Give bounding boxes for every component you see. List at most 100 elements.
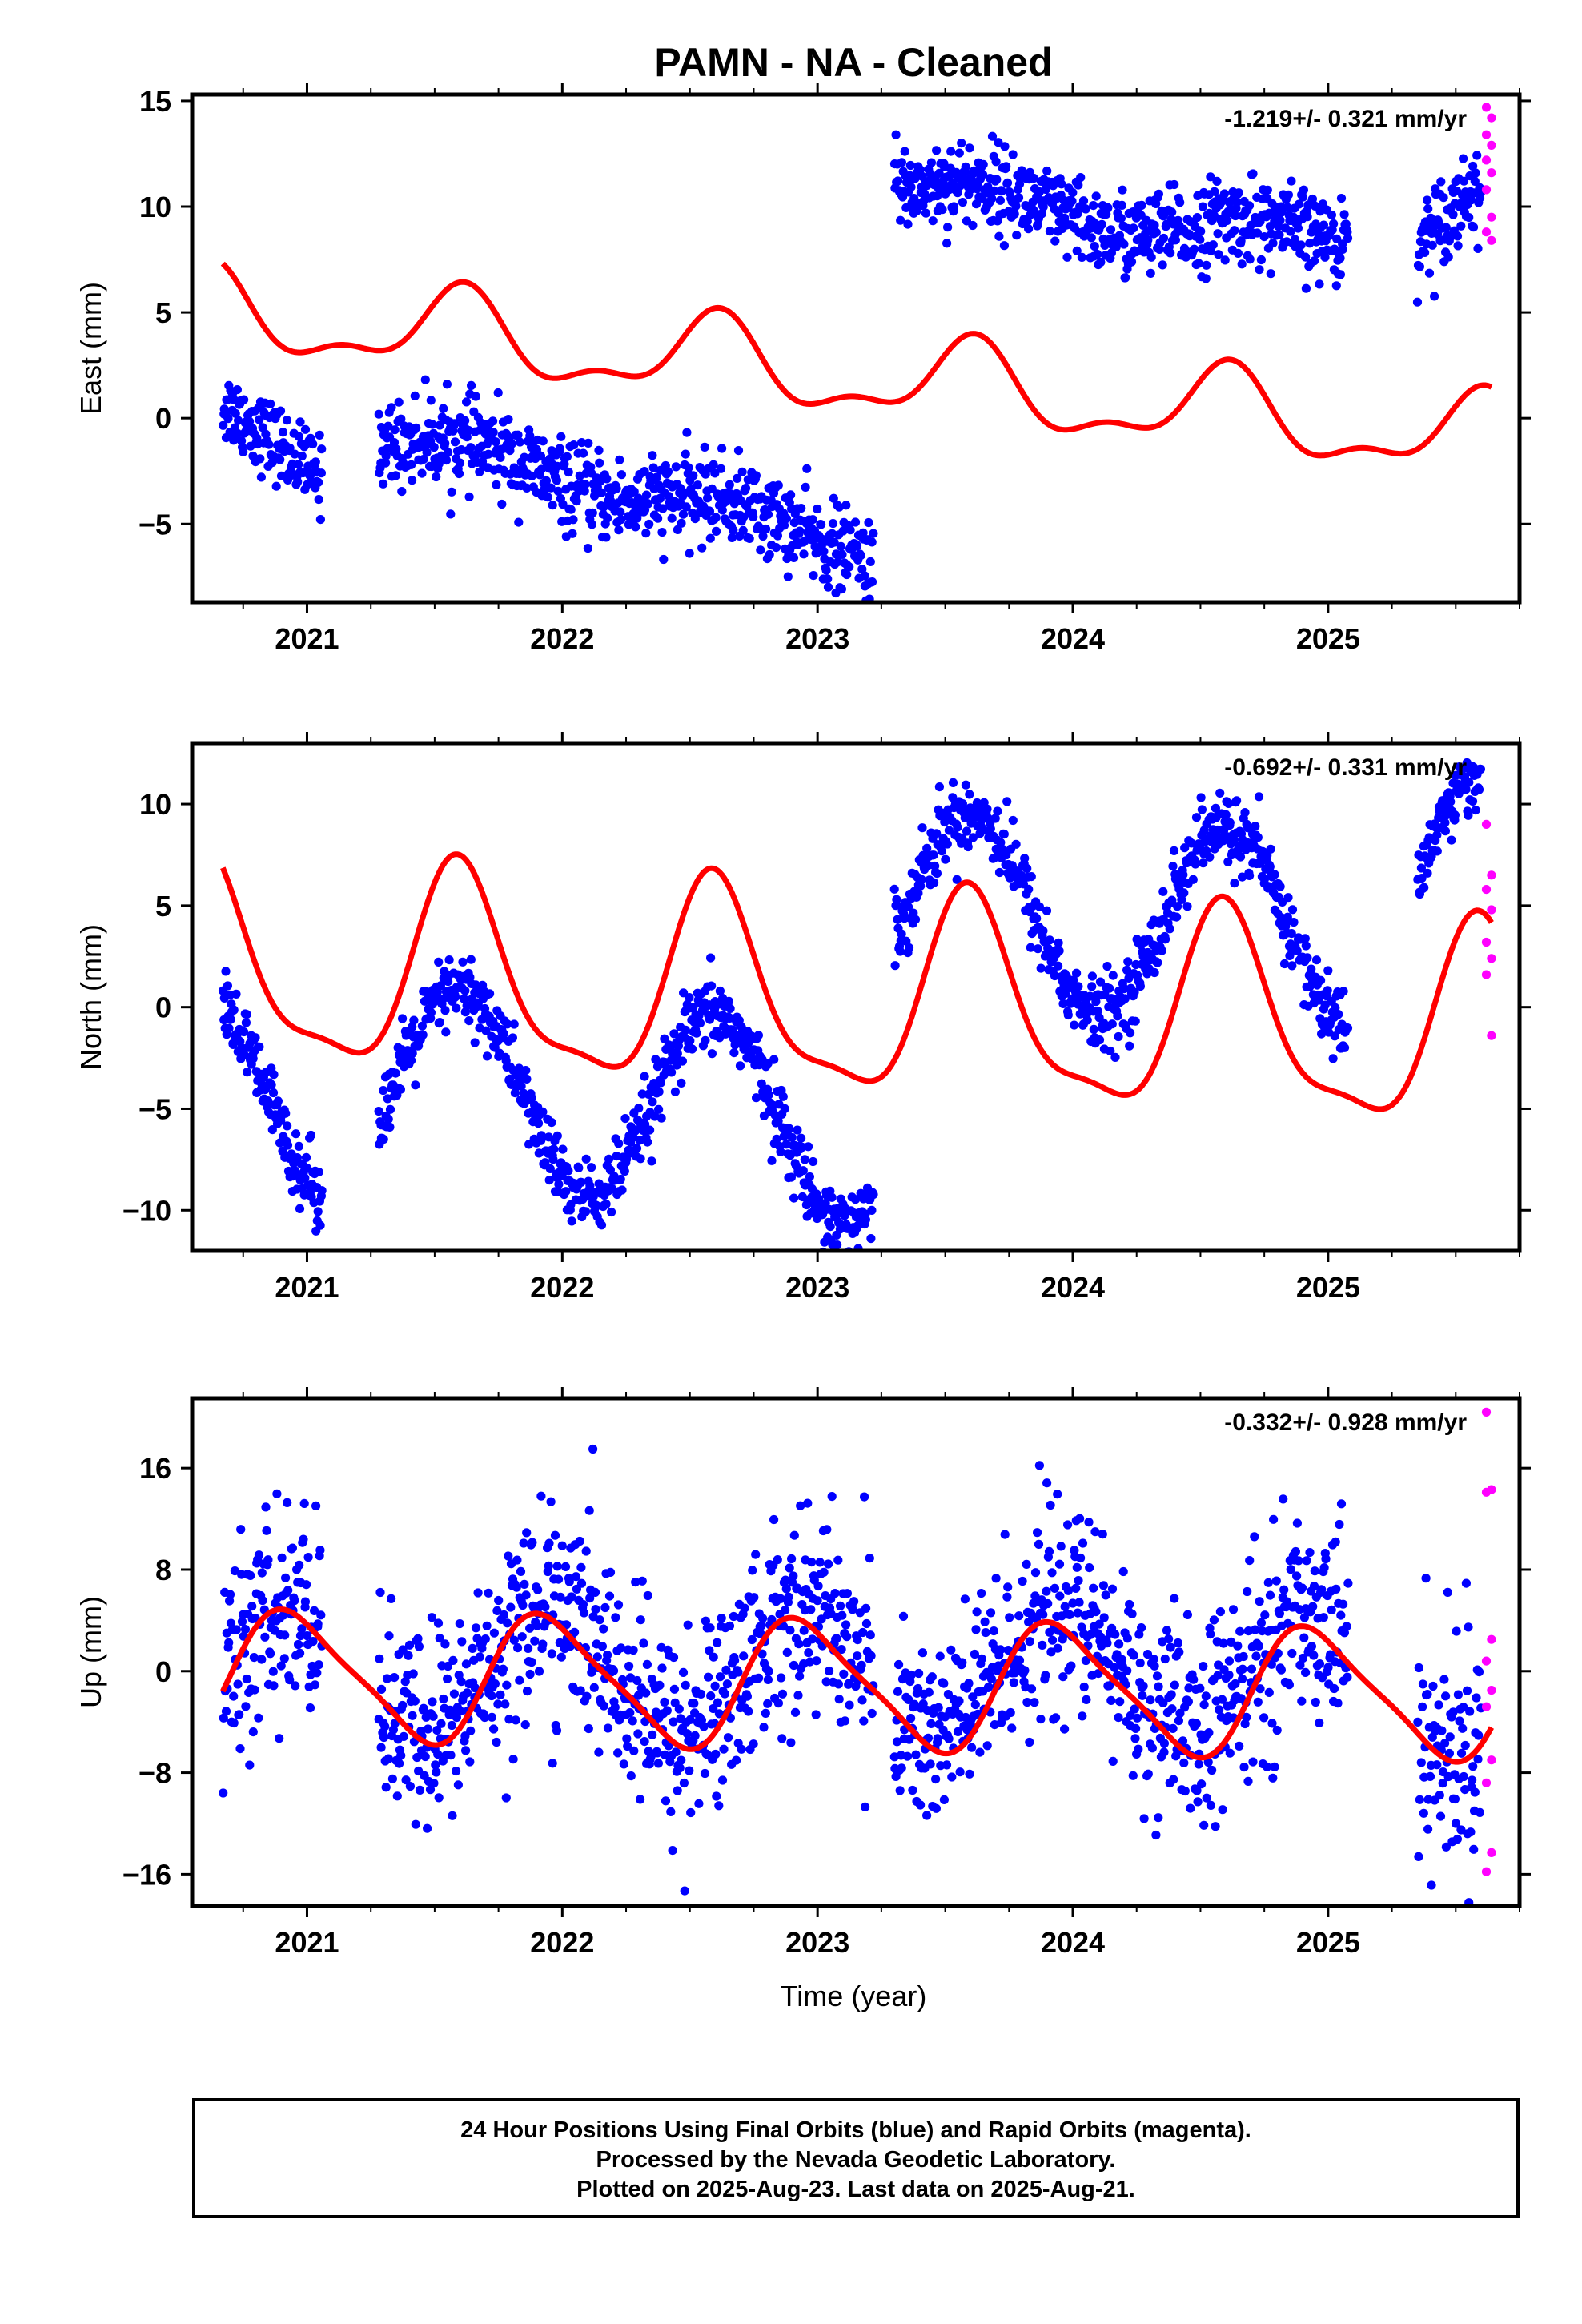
east-final-point bbox=[968, 220, 978, 231]
up-final-point bbox=[1204, 1728, 1214, 1738]
up-final-point bbox=[1473, 1755, 1483, 1764]
up-final-point bbox=[813, 1596, 822, 1606]
north-final-point bbox=[592, 1200, 601, 1210]
east-rapid-point bbox=[1487, 212, 1496, 222]
east-final-point bbox=[1423, 195, 1432, 205]
up-final-point bbox=[737, 1744, 746, 1754]
east-final-point bbox=[1294, 199, 1303, 209]
east-final-point bbox=[1072, 246, 1082, 255]
east-final-point bbox=[1266, 269, 1275, 279]
up-final-point bbox=[221, 1707, 231, 1716]
up-final-point bbox=[508, 1755, 518, 1764]
up-final-point bbox=[1030, 1698, 1039, 1707]
up-final-point bbox=[1242, 1712, 1251, 1722]
up-final-point bbox=[1474, 1731, 1484, 1740]
north-final-point bbox=[1311, 955, 1322, 965]
north-final-point bbox=[1223, 798, 1234, 809]
east-final-point bbox=[440, 439, 450, 448]
north-final-point bbox=[1153, 958, 1162, 967]
east-final-point bbox=[648, 463, 658, 472]
east-final-point bbox=[681, 502, 691, 512]
north-final-point bbox=[953, 822, 962, 832]
up-final-point bbox=[1159, 1747, 1169, 1757]
north-final-point bbox=[576, 1177, 586, 1187]
up-final-point bbox=[686, 1807, 696, 1818]
east-final-point bbox=[1319, 220, 1328, 230]
north-final-point bbox=[785, 1124, 794, 1133]
east-final-point bbox=[1222, 215, 1232, 226]
up-final-point bbox=[308, 1637, 318, 1647]
east-final-point bbox=[543, 493, 552, 502]
up-final-point bbox=[861, 1618, 872, 1629]
north-final-point bbox=[1042, 906, 1052, 915]
up-final-point bbox=[696, 1689, 706, 1699]
east-final-point bbox=[407, 476, 417, 485]
up-final-point bbox=[709, 1652, 718, 1662]
north-final-point bbox=[643, 1137, 652, 1147]
east-final-point bbox=[741, 484, 751, 493]
north-final-point bbox=[1182, 902, 1192, 911]
north-final-point bbox=[1070, 1020, 1079, 1030]
up-final-point bbox=[589, 1683, 599, 1692]
east-final-point bbox=[836, 541, 845, 551]
up-final-point bbox=[1006, 1707, 1015, 1718]
north-final-point bbox=[769, 1055, 779, 1064]
east-final-point bbox=[1002, 178, 1013, 187]
east-final-point bbox=[812, 548, 821, 558]
up-final-point bbox=[235, 1710, 244, 1719]
up-final-point bbox=[1445, 1732, 1455, 1742]
north-final-point bbox=[1419, 883, 1429, 892]
up-final-point bbox=[1143, 1769, 1153, 1779]
up-final-point bbox=[314, 1660, 323, 1670]
up-final-point bbox=[1007, 1723, 1017, 1733]
east-x-tick-label: 2023 bbox=[785, 622, 849, 655]
up-final-point bbox=[1152, 1671, 1162, 1681]
up-final-point bbox=[789, 1571, 798, 1581]
north-y-axis-label: North (mm) bbox=[74, 924, 107, 1070]
up-final-point bbox=[548, 1759, 557, 1768]
north-final-point bbox=[533, 1119, 544, 1128]
east-rapid-point bbox=[1481, 155, 1492, 165]
north-final-point bbox=[482, 1051, 492, 1061]
north-final-point bbox=[1440, 826, 1450, 836]
north-final-point bbox=[835, 1224, 845, 1234]
up-final-point bbox=[1199, 1662, 1208, 1671]
up-final-point bbox=[986, 1608, 996, 1618]
up-final-point bbox=[242, 1674, 251, 1684]
up-final-point bbox=[701, 1616, 711, 1626]
east-final-point bbox=[297, 451, 307, 461]
east-final-point bbox=[514, 517, 524, 527]
east-final-point bbox=[641, 529, 651, 538]
east-final-point bbox=[460, 416, 470, 425]
up-final-point bbox=[519, 1538, 528, 1548]
up-final-point bbox=[1468, 1762, 1478, 1771]
east-final-point bbox=[536, 464, 546, 474]
east-final-point bbox=[928, 216, 938, 226]
east-final-point bbox=[1298, 192, 1308, 202]
up-final-point bbox=[431, 1760, 440, 1770]
up-final-point bbox=[1437, 1726, 1447, 1735]
north-final-point bbox=[229, 1005, 239, 1015]
east-final-point bbox=[1158, 260, 1167, 270]
up-rapid-point bbox=[1481, 1778, 1492, 1787]
up-final-point bbox=[455, 1619, 464, 1629]
east-final-point bbox=[837, 585, 846, 594]
up-final-point bbox=[761, 1708, 770, 1718]
up-final-point bbox=[857, 1660, 866, 1670]
up-final-point bbox=[749, 1739, 758, 1749]
up-final-point bbox=[967, 1743, 977, 1752]
east-final-point bbox=[850, 517, 861, 527]
east-final-point bbox=[615, 455, 624, 464]
up-final-point bbox=[1045, 1627, 1054, 1637]
up-final-point bbox=[942, 1760, 952, 1770]
north-rapid-point bbox=[1481, 885, 1492, 895]
north-final-point bbox=[1094, 1035, 1105, 1045]
up-final-point bbox=[603, 1723, 613, 1733]
up-final-point bbox=[773, 1699, 784, 1708]
east-final-point bbox=[828, 519, 838, 529]
up-final-point bbox=[501, 1793, 511, 1803]
up-final-point bbox=[1058, 1672, 1068, 1682]
east-final-point bbox=[657, 528, 667, 537]
east-final-point bbox=[779, 521, 789, 530]
east-final-point bbox=[219, 420, 228, 430]
